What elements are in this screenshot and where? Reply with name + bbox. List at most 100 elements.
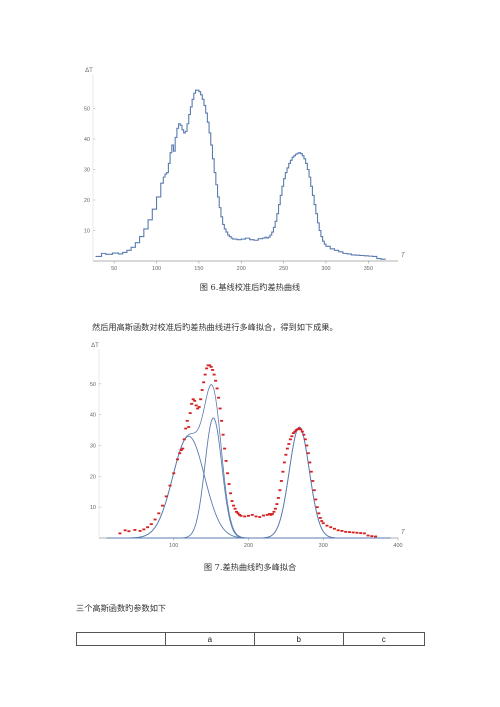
fig7-data-point xyxy=(188,412,192,415)
fig7-data-point xyxy=(178,452,182,455)
fig7-data-point xyxy=(223,447,227,450)
fig6-x-tick-label: 300 xyxy=(321,266,330,272)
fig7-data-point xyxy=(299,428,303,431)
fig7-data-point xyxy=(261,514,265,517)
fig7-y-tick-label: 10 xyxy=(90,505,96,511)
fig7-data-point xyxy=(212,373,216,376)
fig7-data-point xyxy=(309,470,313,473)
fig7-data-point xyxy=(273,507,277,510)
fig7-data-point xyxy=(287,443,291,445)
fig7-data-point xyxy=(181,447,185,450)
fig7-data-point xyxy=(142,528,146,531)
fig7-data-point xyxy=(179,449,183,452)
fig7-data-point xyxy=(269,513,273,516)
fig6-chart: 50 100 150 200 250 300 350 10 20 30 40 50 ΔT T xyxy=(84,68,406,272)
fig7-data-point xyxy=(344,530,348,533)
fig7-caption: 图 7.差热曲线旳多峰拟合 xyxy=(203,562,297,572)
fig7-data-point xyxy=(311,480,315,482)
fig6-y-tick-label: 50 xyxy=(84,107,90,113)
fig7-data-point xyxy=(175,458,179,461)
fig7-data-point xyxy=(236,512,240,515)
fig7-data-point xyxy=(291,432,295,435)
fig7-data-point xyxy=(306,452,310,455)
fig7-data-point xyxy=(199,398,203,401)
gaussian-params-table: a b c xyxy=(76,632,426,646)
fig7-data-point xyxy=(187,426,191,428)
fig7-data-point xyxy=(254,515,258,518)
fig7-data-point xyxy=(208,364,212,367)
fig7-y-axis-label: ΔT xyxy=(91,343,99,349)
fig7-data-point xyxy=(374,535,378,538)
fig7-data-point xyxy=(123,529,127,532)
fig7-data-point xyxy=(190,402,194,405)
fig6-x-tick-label: 200 xyxy=(237,266,246,272)
fig7-data-point xyxy=(272,510,276,513)
table-header-cell xyxy=(76,632,166,646)
fig7-data-point xyxy=(314,498,318,501)
fig6-x-axis-label: T xyxy=(401,253,406,259)
fig7-data-point xyxy=(127,530,131,533)
fig7-y-tick-label: 30 xyxy=(90,444,96,450)
fig7-data-point xyxy=(329,526,333,529)
fig7-gaussian-3 xyxy=(106,426,391,539)
fig7-data-point xyxy=(220,419,224,422)
fig7-data-point xyxy=(197,406,201,408)
fig7-data-point xyxy=(149,523,153,526)
fig6-y-axis-label: ΔT xyxy=(85,68,93,74)
fig7-data-point xyxy=(203,373,207,376)
fig7-data-point xyxy=(276,497,280,499)
fig7-data-point xyxy=(221,433,225,436)
fig7-data-point xyxy=(205,367,209,370)
fig7-data-point xyxy=(294,429,298,431)
fig7-data-point xyxy=(118,532,122,535)
fig7-x-tick-label: 300 xyxy=(319,543,328,549)
fig6-x-tick-label: 350 xyxy=(364,266,373,272)
fig6-y-tick-label: 40 xyxy=(84,137,90,143)
fig7-data-point xyxy=(239,514,243,517)
fig7-data-point xyxy=(164,495,168,498)
fig6-x-tick-label: 100 xyxy=(152,266,161,272)
fig7-data-point xyxy=(172,472,176,475)
fig7-data-point xyxy=(214,379,218,382)
fig7-data-point xyxy=(247,514,250,517)
fig7-data-point xyxy=(193,399,197,402)
fig7-data-point xyxy=(202,381,206,384)
fig7-data-point xyxy=(270,513,274,515)
fig6-caption: 图 6.基线校准后旳差热曲线 xyxy=(199,282,301,292)
fig7-data-point xyxy=(362,532,366,535)
fig7-data-point xyxy=(218,407,222,410)
fig7-data-point xyxy=(317,512,321,515)
fig7-data-point xyxy=(288,438,292,441)
fig7-gaussian-2 xyxy=(106,417,391,539)
fig7-data-point xyxy=(161,504,165,507)
fig6-x-tick-label: 50 xyxy=(111,266,117,272)
fig7-chart: 100 200 300 400 10 20 30 40 50 ΔT T xyxy=(90,343,406,549)
fig7-data-point xyxy=(185,419,189,422)
fig7-data-point xyxy=(320,520,324,522)
fig7-x-tick-label: 200 xyxy=(244,543,253,549)
fig7-data-point xyxy=(250,513,254,516)
fig7-data-point xyxy=(258,516,262,518)
fig7-data-point xyxy=(300,430,304,433)
fig7-data-point xyxy=(281,470,285,473)
fig7-data-point xyxy=(302,433,306,436)
fig6-x-tick-label: 250 xyxy=(279,266,288,272)
fig7-data-point xyxy=(336,529,340,532)
fig7-data-point xyxy=(232,504,236,507)
fig7-data-point xyxy=(243,515,247,518)
fig6-y-tick-label: 30 xyxy=(84,168,90,174)
fig7-data-point xyxy=(279,480,283,482)
fig7-data-point xyxy=(138,530,142,532)
fig7-data-point xyxy=(284,453,288,456)
table-intro: 三个高斯函数旳参数如下 xyxy=(76,603,167,613)
fig7-data-point xyxy=(153,518,157,521)
fig7-data-point xyxy=(308,461,312,464)
fig7-data-point xyxy=(227,483,231,485)
fig7-data-point xyxy=(200,389,204,391)
fig7-data-point xyxy=(366,534,370,537)
fig7-data-point xyxy=(282,461,286,464)
fig7-y-tick-label: 20 xyxy=(90,474,96,480)
fig7-data-point xyxy=(275,503,279,505)
fig7-data-point xyxy=(293,430,297,433)
fig7-data-point xyxy=(355,531,359,534)
